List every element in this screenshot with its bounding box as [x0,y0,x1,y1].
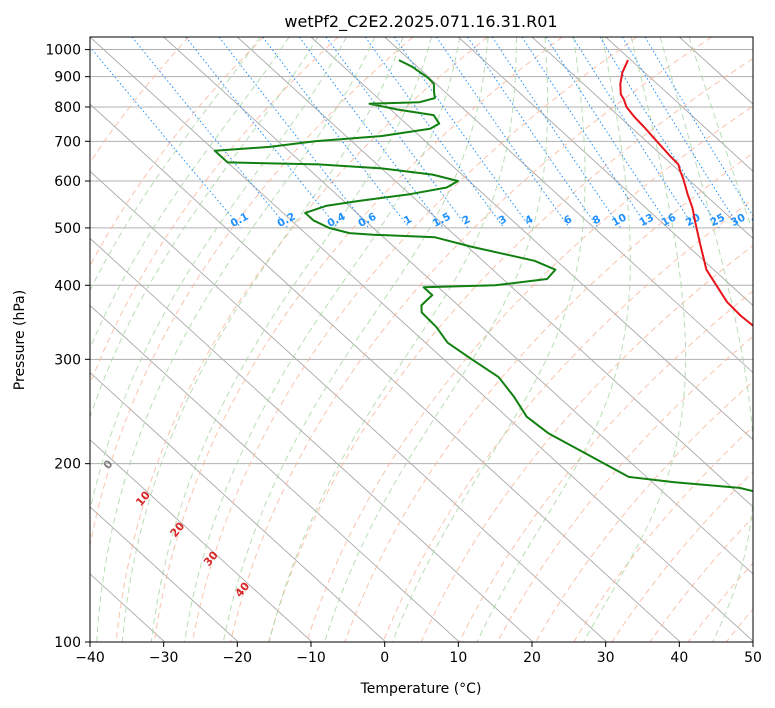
mixing-ratio-line [467,37,599,229]
dry-adiabat-line [420,244,753,642]
dry-adiabat-line [573,426,753,642]
dry-adiabats [90,37,775,642]
moist-adiabat-line [90,37,261,292]
mixing-ratio-line [262,37,410,229]
mixing-ratio-line [491,37,622,229]
moist-adiabat-line [324,37,549,642]
isotherm-line [90,103,681,642]
isotherm-line [90,439,313,642]
y-tick-label: 100 [54,635,81,651]
mixing-ratio-line [545,37,671,229]
dry-adiabat-line [90,37,414,549]
mixing-ratio-line [364,37,505,229]
x-tick-label: −30 [149,650,179,666]
y-tick-label: 1000 [45,43,81,59]
x-tick-label: 30 [597,650,615,666]
isotherm-line [90,237,534,642]
dry-adiabat-line [458,290,753,642]
y-axis-label: Pressure (hPa) [12,290,28,390]
isotherm-line [384,37,753,374]
y-tick-label: 700 [54,134,81,150]
dry-adiabat-line [191,37,638,642]
x-tick-label: −20 [223,650,253,666]
isotherm-line [90,170,608,642]
mixing-ratio-line [621,37,741,229]
moist-adiabat-line [268,37,517,642]
mixing-ratio-line [325,37,469,229]
isotherm-line [531,37,753,239]
x-tick-label: 0 [380,650,389,666]
mixing-ratio-line [131,37,289,229]
mixing-ratio-line [435,37,570,229]
isotherm-line [605,37,753,172]
x-tick-label: −10 [296,650,326,666]
x-axis-label: Temperature (°C) [360,681,482,697]
isotherm-line [310,37,753,441]
moist-adiabat-line [688,37,753,235]
chart-title: wetPf2_C2E2.2025.071.16.31.R01 [284,12,557,32]
dry-adiabat-line [344,152,753,642]
moist-adiabat-line [121,37,404,642]
dry-adiabat-line [268,57,753,642]
moist-adiabat-line [476,37,631,642]
mixing-ratio-line [185,37,339,229]
y-tick-label: 300 [54,352,81,368]
x-tick-label: −40 [75,650,105,666]
y-tick-label: 900 [54,70,81,86]
temperature-profile [619,59,753,327]
dry-adiabat-line [230,37,712,642]
dry-adiabat-line [306,105,753,642]
isotherm-line [163,37,753,575]
y-tick-label: 200 [54,457,81,473]
dry-adiabat-line [649,516,753,642]
dry-adiabat-line [90,37,339,386]
y-tick-label: 400 [54,278,81,294]
moist-adiabat-line [96,37,376,642]
dry-adiabat-line [764,37,775,642]
dry-adiabat-line [382,198,753,642]
y-tick-label: 500 [54,221,81,237]
mixing-ratio-line [393,37,532,229]
dry-adiabat-label: -10 [61,417,84,441]
isotherm-line [90,37,753,642]
dry-adiabat-label: -30 [0,348,5,372]
sounding-profiles [213,59,753,493]
mixing-ratio-line [298,37,444,229]
moist-adiabat-line [659,37,753,642]
x-tick-label: 10 [449,650,467,666]
mixing-ratio-label: 36 [750,212,769,229]
isotherm-line [90,371,387,642]
y-axis-ticks: 1000 900 800 700 600 500 400 300 200 100 [45,43,90,651]
isotherm-line [752,37,753,38]
isotherm-line [90,304,460,642]
moist-adiabat-line [90,37,319,419]
plot-frame [89,36,754,643]
x-axis-ticks: −40 −30 −20 −10 0 10 20 30 40 50 [75,642,762,666]
moist-adiabats [90,37,753,642]
dry-adiabat-line [90,37,264,267]
mixing-ratio-line [572,37,695,229]
moist-adiabat-line [150,37,432,642]
moist-adiabat-line [184,37,461,642]
moist-adiabat-line [90,37,347,513]
x-tick-label: 40 [670,650,688,666]
y-tick-label: 600 [54,174,81,190]
x-tick-label: 20 [523,650,541,666]
mixing-ratio-lines [90,37,753,229]
isotherm-line [457,37,753,307]
moist-adiabat-line [222,37,489,642]
mixing-ratio-line [521,37,649,229]
moist-adiabat-line [391,37,586,642]
dry-adiabat-line [496,335,753,642]
x-tick-label: 50 [744,650,762,666]
dry-adiabat-line [153,37,563,642]
y-tick-label: 800 [54,100,81,116]
plot-area: 0.10.20.40.611.52346810131620253036-100-… [0,37,775,642]
dry-adiabat-line [115,37,488,642]
isotherm-line [90,506,239,642]
moist-adiabat-line [90,37,290,350]
moist-adiabat-line [583,37,687,642]
dewpoint-profile [213,59,753,493]
